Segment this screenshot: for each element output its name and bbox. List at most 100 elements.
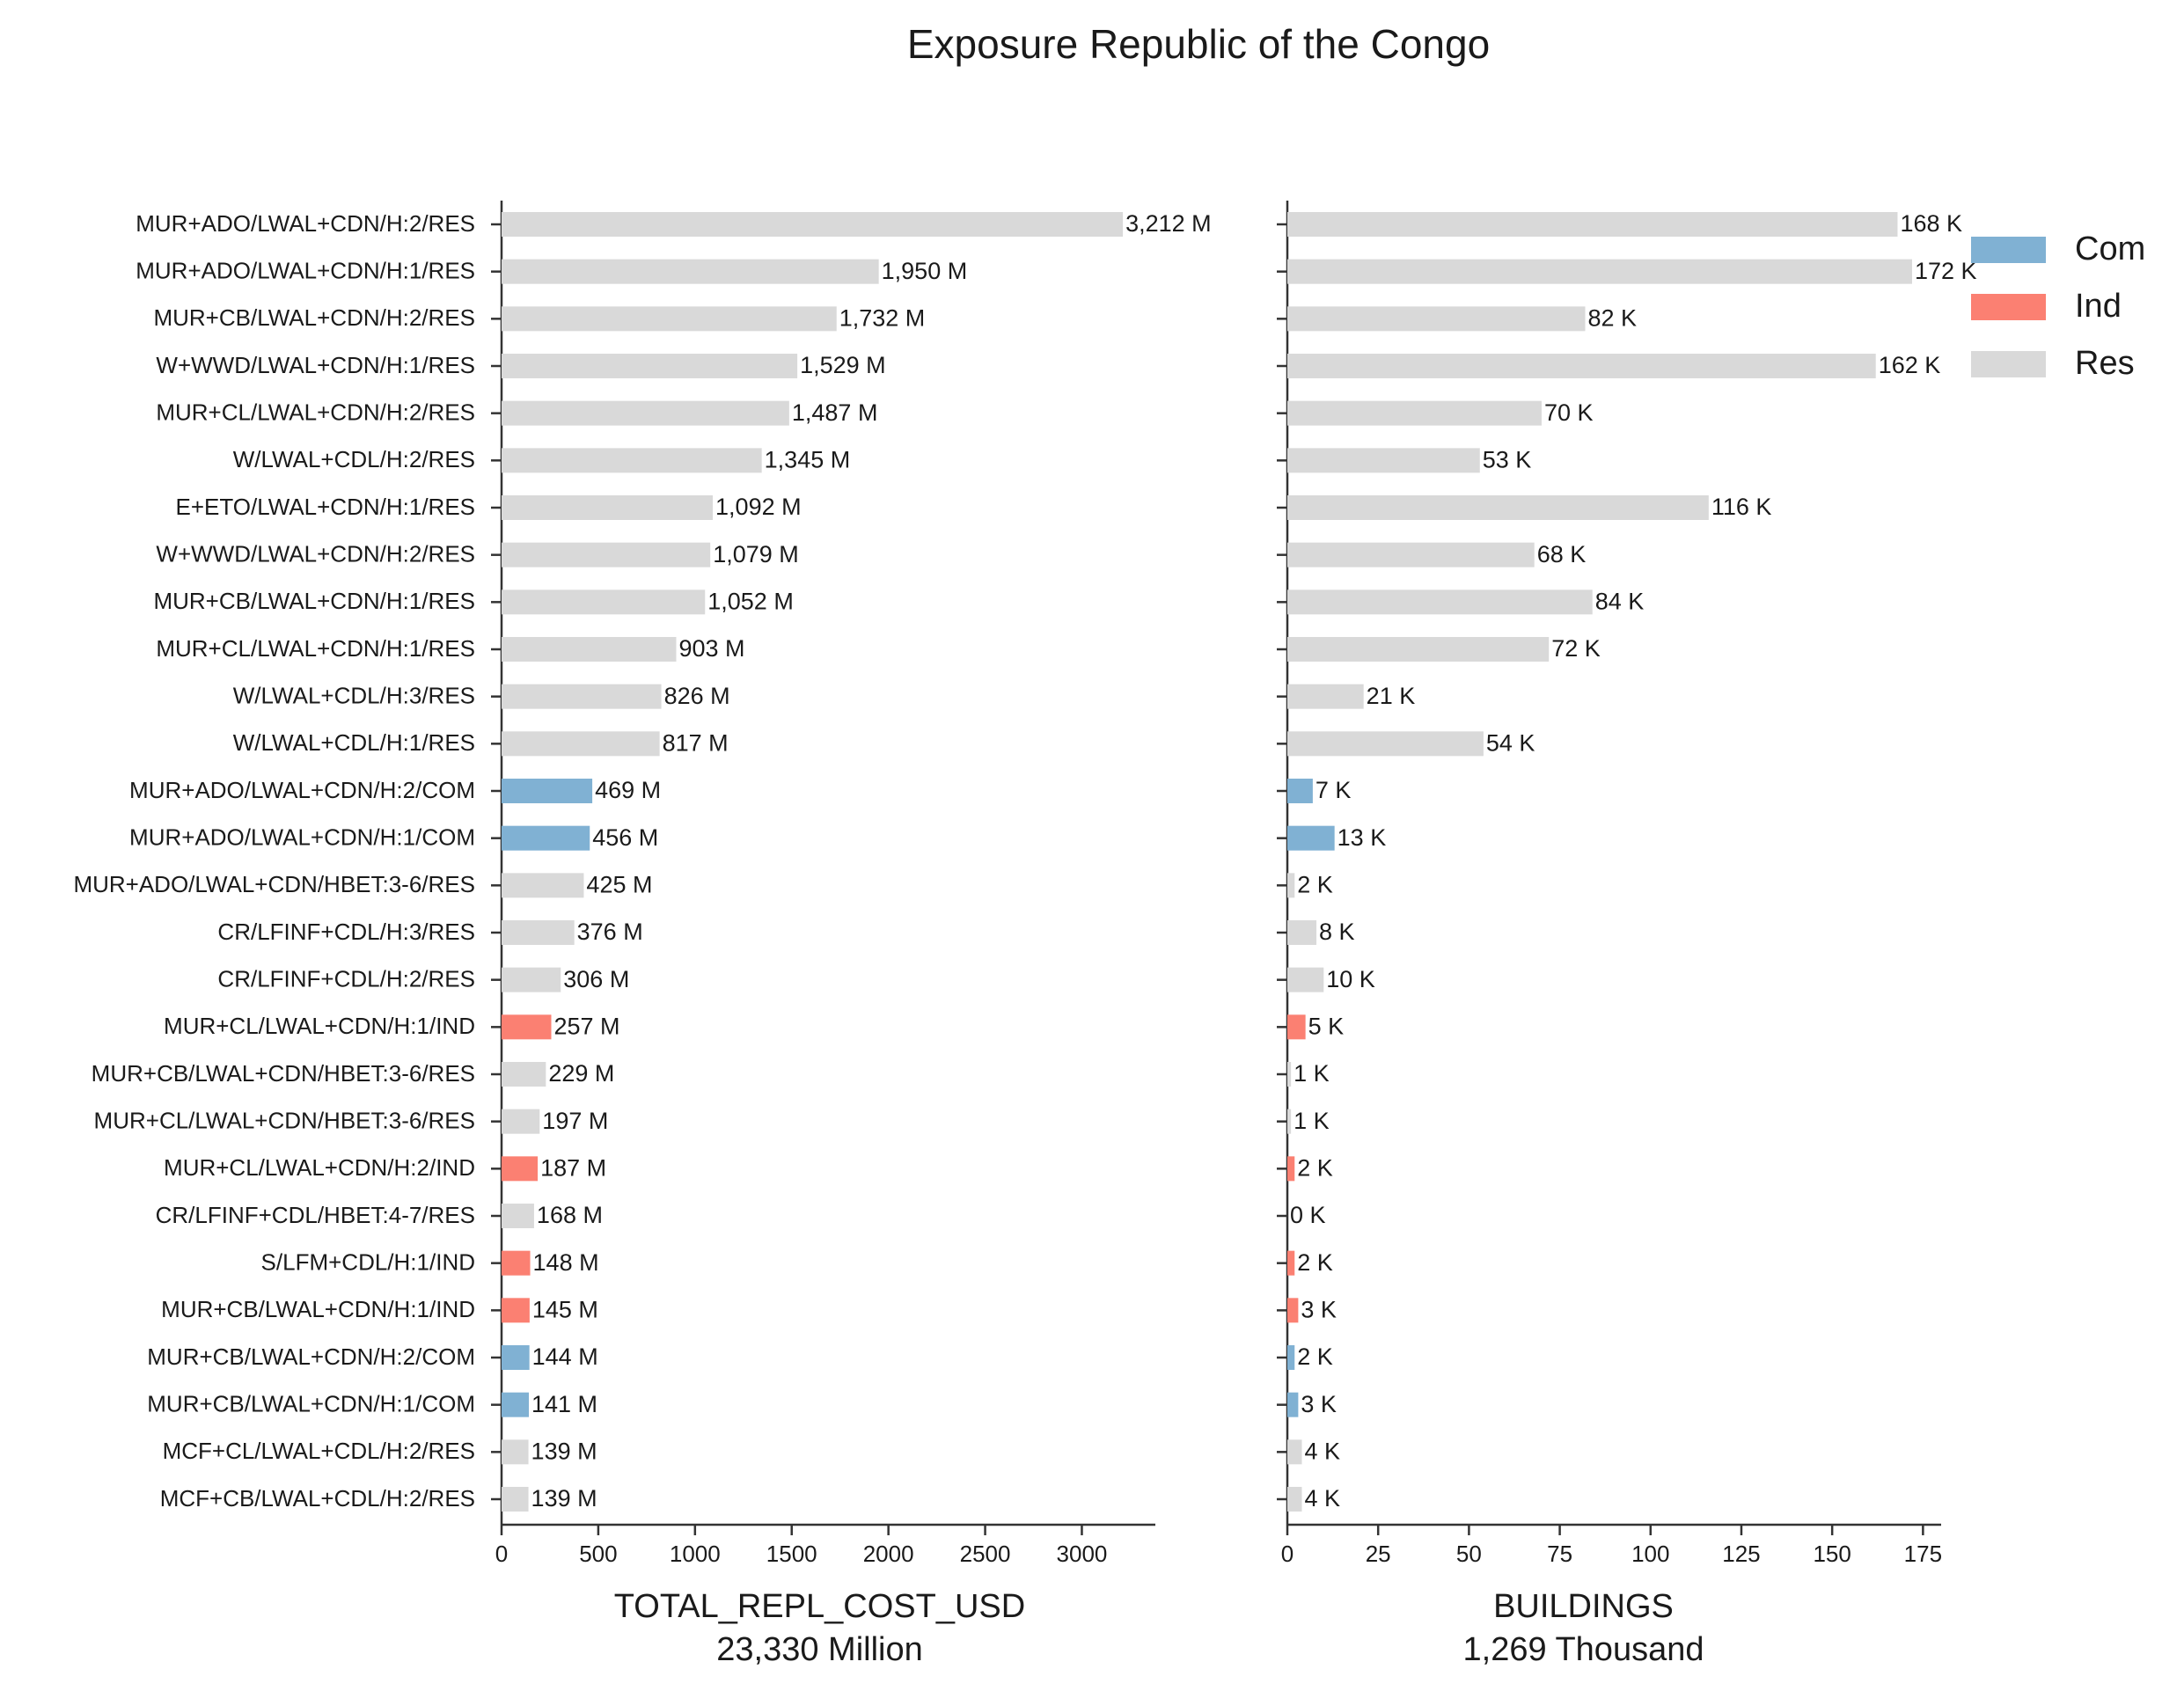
value-label: 70 K: [1544, 399, 1594, 426]
category-label: MUR+ADO/LWAL+CDN/H:2/COM: [129, 777, 475, 803]
bar: [502, 825, 590, 851]
category-label: MUR+CL/LWAL+CDN/HBET:3-6/RES: [94, 1108, 475, 1134]
category-label: MUR+CB/LWAL+CDN/H:2/COM: [147, 1343, 475, 1370]
x-tick-label: 3000: [1057, 1541, 1108, 1567]
category-label: E+ETO/LWAL+CDN/H:1/RES: [175, 494, 475, 520]
bar: [1287, 1014, 1306, 1040]
x-tick-label: 2500: [960, 1541, 1011, 1567]
value-label: 21 K: [1367, 683, 1416, 709]
bar: [502, 1156, 539, 1182]
bar: [1287, 354, 1876, 378]
value-label: 2 K: [1297, 1249, 1333, 1276]
value-label: 2 K: [1297, 1343, 1333, 1370]
bar: [502, 873, 584, 898]
x-tick-label: 25: [1366, 1541, 1391, 1567]
value-label: 144 M: [532, 1343, 598, 1370]
category-label: MUR+ADO/LWAL+CDN/HBET:3-6/RES: [73, 871, 475, 897]
bar: [1287, 1439, 1302, 1465]
value-label: 376 M: [577, 919, 643, 945]
x-tick-label: 0: [495, 1541, 508, 1567]
bar: [502, 259, 879, 284]
bar: [1287, 1392, 1299, 1417]
chart-panels: 3,212 M MUR+ADO/LWAL+CDN/H:2/RES 1,950 M MU…: [73, 201, 1977, 1668]
bar: [502, 637, 677, 662]
bar: [502, 212, 1124, 237]
bar: [502, 1439, 529, 1465]
category-label: MUR+ADO/LWAL+CDN/H:1/COM: [129, 824, 475, 851]
value-label: 54 K: [1486, 729, 1535, 756]
value-label: 4 K: [1305, 1438, 1341, 1464]
category-label: W+WWD/LWAL+CDN/H:1/RES: [156, 352, 475, 378]
value-label: 903 M: [678, 635, 744, 662]
category-label: MUR+CL/LWAL+CDN/H:1/RES: [156, 635, 475, 662]
x-tick-label: 100: [1631, 1541, 1669, 1567]
legend-swatch-ind: [1971, 294, 2046, 320]
legend-label-ind: Ind: [2075, 288, 2122, 325]
value-label: 187 M: [540, 1154, 606, 1181]
category-label: MUR+CB/LWAL+CDN/H:1/RES: [153, 588, 475, 614]
category-label: MUR+CL/LWAL+CDN/H:2/IND: [164, 1154, 475, 1181]
bar: [502, 354, 798, 378]
value-label: 141 M: [531, 1391, 597, 1417]
bar: [1287, 1345, 1295, 1370]
bar: [1287, 400, 1542, 426]
value-label: 4 K: [1305, 1485, 1341, 1512]
value-label: 7 K: [1316, 777, 1352, 803]
bar: [502, 684, 662, 709]
value-label: 10 K: [1326, 966, 1375, 992]
value-label: 13 K: [1338, 824, 1387, 851]
value-label: 1,529 M: [800, 352, 886, 378]
category-label: MUR+CL/LWAL+CDN/H:2/RES: [156, 399, 475, 426]
bar: [502, 542, 711, 567]
value-label: 68 K: [1537, 541, 1587, 567]
category-label: MCF+CB/LWAL+CDL/H:2/RES: [160, 1485, 475, 1512]
category-label: MUR+CB/LWAL+CDN/H:1/IND: [161, 1296, 475, 1322]
bar: [502, 1392, 529, 1417]
bar: [502, 779, 593, 803]
value-label: 3 K: [1301, 1296, 1337, 1322]
bar: [1287, 212, 1898, 237]
value-label: 2 K: [1297, 1154, 1333, 1181]
bar: [1287, 1156, 1295, 1182]
bar: [1287, 259, 1912, 284]
value-label: 2 K: [1297, 871, 1333, 897]
bar: [1287, 920, 1317, 945]
panel-2: 168 K 172 K 82 K 162 K 70 K 53 K 116 K 68 K 84 K…: [1277, 201, 1977, 1668]
value-label: 84 K: [1595, 588, 1645, 614]
x-axis-total: 1,269 Thousand: [1463, 1631, 1704, 1668]
value-label: 53 K: [1483, 446, 1532, 472]
value-label: 197 M: [542, 1108, 608, 1134]
x-tick-label: 175: [1904, 1541, 1942, 1567]
legend-swatch-com: [1971, 237, 2046, 263]
value-label: 139 M: [531, 1438, 597, 1464]
category-label: MCF+CL/LWAL+CDL/H:2/RES: [163, 1438, 475, 1464]
x-axis-total: 23,330 Million: [716, 1631, 922, 1668]
category-label: MUR+CL/LWAL+CDN/H:1/IND: [164, 1013, 475, 1039]
legend-swatch-res: [1971, 351, 2046, 377]
category-label: MUR+CB/LWAL+CDN/HBET:3-6/RES: [92, 1060, 475, 1087]
value-label: 148 M: [533, 1249, 599, 1276]
value-label: 826 M: [664, 683, 730, 709]
value-label: 3 K: [1301, 1391, 1337, 1417]
bar: [1287, 873, 1295, 898]
value-label: 469 M: [595, 777, 661, 803]
x-tick-label: 125: [1722, 1541, 1760, 1567]
bar: [502, 1250, 531, 1276]
legend-label-res: Res: [2075, 345, 2135, 382]
x-tick-label: 1500: [766, 1541, 817, 1567]
category-label: MUR+ADO/LWAL+CDN/H:1/RES: [136, 258, 475, 284]
value-label: 1,345 M: [765, 446, 851, 472]
value-label: 1,079 M: [713, 541, 799, 567]
x-tick-label: 1000: [670, 1541, 721, 1567]
bar: [1287, 779, 1313, 803]
value-label: 116 K: [1711, 494, 1772, 520]
bar: [502, 1345, 530, 1370]
category-label: MUR+ADO/LWAL+CDN/H:2/RES: [136, 210, 475, 237]
value-label: 5 K: [1308, 1013, 1345, 1039]
bar: [502, 731, 660, 757]
bar: [1287, 1062, 1292, 1087]
bar: [1287, 684, 1364, 709]
value-label: 145 M: [532, 1296, 598, 1322]
chart-legend: Com Ind Res: [1971, 231, 2145, 382]
value-label: 139 M: [531, 1485, 597, 1512]
